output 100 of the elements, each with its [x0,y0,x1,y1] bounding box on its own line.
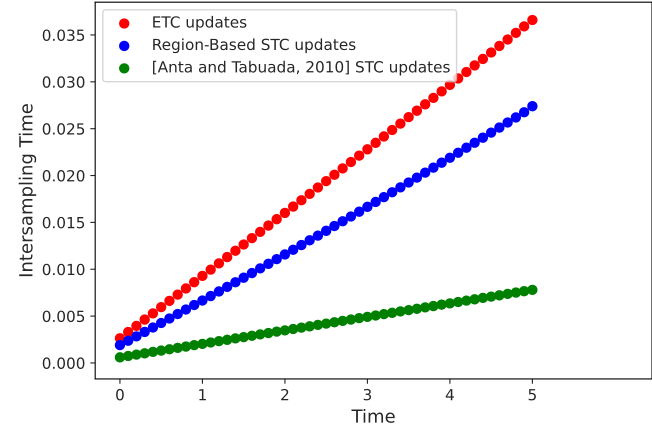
point [436,158,447,168]
x-tick-label: 0 [116,388,124,400]
point [197,295,208,306]
point [395,182,406,192]
point [123,336,134,346]
point [114,340,126,350]
y-tick-label: 0.005 [42,310,84,322]
x-tick-label: 3 [364,388,372,400]
y-tick-label: 0.035 [42,29,84,41]
point [527,284,538,296]
y-tick-label: 0.015 [42,216,84,228]
point [486,127,496,138]
point [370,138,381,148]
point [510,28,522,38]
y-tick-label: 0.020 [42,170,84,182]
point [420,99,430,110]
x-tick-label: 4 [446,389,454,400]
point [502,117,513,128]
point [412,172,422,183]
point [288,244,298,255]
point [156,318,166,328]
point [502,34,513,45]
point [164,313,175,324]
point [502,288,513,300]
point [428,162,439,173]
point [370,196,381,208]
point [272,254,282,264]
point [172,289,183,300]
point [494,40,505,52]
point [428,92,439,103]
point [362,202,373,212]
point [148,308,158,319]
point [180,304,192,315]
point [378,192,390,202]
point [189,277,200,288]
point [140,314,150,325]
point [304,188,315,200]
y-tick-label: 0.025 [42,123,84,135]
point [404,177,414,188]
point [404,112,414,122]
point [206,264,216,275]
point [354,150,364,161]
point [387,187,398,198]
point [527,14,538,26]
point [338,216,348,226]
point [148,322,158,333]
point [214,286,224,297]
point [296,240,307,250]
point [180,283,192,294]
point [230,246,241,256]
point [395,118,406,129]
legend-label: ETC updates [153,16,246,31]
point [478,54,488,64]
point [263,258,274,269]
point [329,220,340,232]
point [288,201,298,212]
point [354,206,364,217]
point [321,176,332,186]
point [478,132,488,143]
point [280,208,290,218]
point [461,66,472,78]
point [131,320,142,331]
point [346,211,356,222]
point [312,182,324,193]
point [436,86,447,97]
legend-label: Region-Based STC updates [153,38,356,54]
point [263,220,274,231]
legend-label: [Anta and Tabuada, 2010] STC updates [153,60,450,76]
point [246,232,258,244]
point [346,156,356,168]
point [518,107,530,118]
point [329,170,340,180]
point [189,300,200,310]
x-tick-label: 1 [199,389,206,400]
x-tick-label: 5 [528,389,536,400]
point [230,277,241,288]
point [510,112,522,123]
point [296,195,307,206]
point [255,226,266,238]
point [238,239,249,250]
x-tick-label: 2 [281,388,288,400]
point [222,282,232,292]
point [222,252,232,262]
point [338,163,348,174]
point [378,131,390,142]
point [156,302,166,312]
point [469,138,480,148]
y-tick-label: 0.030 [42,76,84,88]
point [420,167,430,178]
point [461,142,472,153]
point [444,152,456,163]
x-axis-title: Time [351,408,395,423]
point [387,124,398,136]
y-tick-label: 0.010 [42,264,84,276]
point [197,270,208,282]
point [131,331,142,342]
point [246,268,258,278]
point [321,226,332,236]
y-axis-title: Intersampling Time [18,104,36,276]
point [214,258,224,268]
